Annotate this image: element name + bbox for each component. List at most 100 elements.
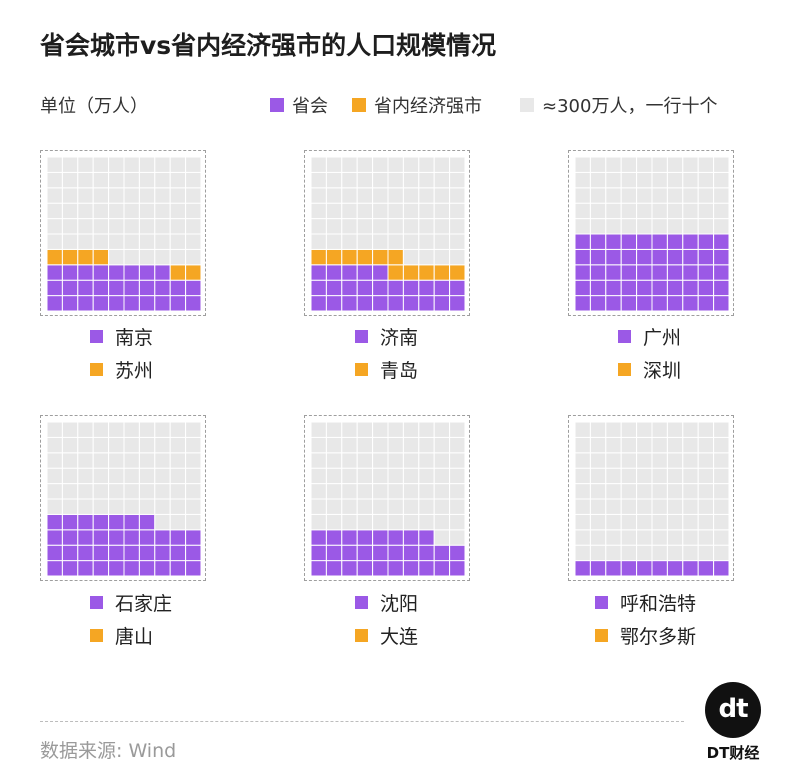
waffle-cell-empty (449, 157, 465, 173)
waffle-cell-capital (341, 560, 358, 576)
waffle-cell-empty (402, 187, 420, 204)
waffle-cell-empty (325, 202, 343, 220)
waffle-cell-capital (356, 529, 374, 546)
waffle-cell-empty (651, 452, 668, 469)
waffle-cell-empty (169, 467, 187, 485)
waffle-cell-empty (185, 248, 201, 266)
waffle-cell-empty (666, 513, 684, 531)
waffle-cell-empty (387, 218, 404, 235)
waffle-cell-empty (418, 248, 435, 266)
legend-swatch-empty (520, 98, 534, 112)
waffle-cell-empty (605, 544, 622, 562)
waffle-cell-empty (92, 422, 110, 438)
waffle-cell-capital (387, 529, 404, 546)
waffle-cell-empty (372, 187, 389, 204)
city-swatch-capital (90, 596, 103, 609)
waffle-cell-strong (356, 248, 374, 266)
waffle-cell-empty (636, 171, 653, 189)
waffle-cell-empty (620, 513, 638, 531)
waffle-cell-capital (123, 544, 140, 562)
city-name: 鄂尔多斯 (620, 626, 697, 648)
waffle-cell-empty (402, 513, 420, 531)
waffle-cell-empty (651, 202, 668, 220)
waffle-cell-empty (682, 218, 699, 235)
waffle-cell-empty (169, 218, 187, 235)
waffle-cell-empty (61, 202, 79, 220)
waffle-cell-empty (372, 422, 389, 438)
waffle-cell-empty (697, 452, 715, 469)
waffle-cell-capital (138, 529, 156, 546)
waffle-cell-empty (169, 452, 187, 469)
waffle-cell-empty (666, 483, 684, 500)
waffle-cell-empty (449, 467, 465, 485)
waffle-cell-capital (402, 529, 420, 546)
waffle-cell-empty (449, 422, 465, 438)
city-label-strong-2: 青岛 (355, 356, 418, 383)
waffle-cell-empty (666, 157, 684, 173)
waffle-cell-empty (123, 467, 140, 485)
waffle-cell-empty (138, 248, 156, 266)
waffle-cell-capital (651, 248, 668, 266)
waffle-cell-capital (108, 560, 125, 576)
waffle-cell-capital (387, 279, 404, 297)
waffle-cell-empty (47, 436, 63, 454)
waffle-cell-empty (666, 467, 684, 485)
waffle-cell-empty (402, 218, 420, 235)
waffle-cell-empty (697, 513, 715, 531)
waffle-cell-empty (356, 218, 374, 235)
waffle-cell-capital (589, 295, 607, 311)
waffle-cell-empty (311, 218, 327, 235)
waffle-cell-empty (605, 187, 622, 204)
waffle-cell-empty (682, 513, 699, 531)
waffle-cell-empty (449, 218, 465, 235)
waffle-cell-empty (47, 452, 63, 469)
city-swatch-capital (355, 596, 368, 609)
waffle-cell-empty (449, 436, 465, 454)
waffle-cell-empty (449, 248, 465, 266)
waffle-cell-empty (449, 187, 465, 204)
waffle-cell-strong (311, 248, 327, 266)
waffle-cell-empty (620, 436, 638, 454)
waffle-cell-capital (589, 560, 607, 576)
waffle-cell-empty (92, 157, 110, 173)
waffle-cell-empty (636, 529, 653, 546)
waffle-cell-capital (402, 544, 420, 562)
waffle-cell-empty (589, 544, 607, 562)
waffle-cell-empty (589, 483, 607, 500)
waffle-cell-empty (575, 467, 591, 485)
waffle-cell-capital (47, 295, 63, 311)
waffle-cell-empty (77, 233, 94, 250)
waffle-cell-empty (449, 483, 465, 500)
waffle-cell-empty (356, 171, 374, 189)
waffle-cell-capital (605, 264, 622, 281)
waffle-cell-empty (185, 218, 201, 235)
waffle-cell-empty (372, 171, 389, 189)
waffle-cell-capital (682, 279, 699, 297)
waffle-cell-empty (154, 422, 171, 438)
waffle-cell-empty (620, 202, 638, 220)
waffle-cell-empty (666, 187, 684, 204)
waffle-cell-empty (575, 422, 591, 438)
waffle-cell-strong (47, 248, 63, 266)
waffle-cell-empty (433, 171, 451, 189)
waffle-cell-empty (589, 187, 607, 204)
waffle-cell-empty (61, 498, 79, 515)
waffle-cell-empty (651, 187, 668, 204)
waffle-cell-capital (138, 264, 156, 281)
waffle-cell-capital (636, 264, 653, 281)
waffle-cell-empty (77, 483, 94, 500)
waffle-cell-capital (713, 279, 729, 297)
waffle-cell-empty (713, 483, 729, 500)
waffle-cell-capital (636, 279, 653, 297)
waffle-cell-capital (636, 295, 653, 311)
waffle-cell-empty (372, 467, 389, 485)
waffle-cell-empty (636, 513, 653, 531)
waffle-panel-2 (304, 150, 470, 316)
waffle-cell-empty (713, 218, 729, 235)
waffle-cell-capital (108, 513, 125, 531)
waffle-cell-empty (154, 218, 171, 235)
waffle-panel-6 (568, 415, 734, 581)
waffle-cell-empty (311, 513, 327, 531)
waffle-cell-empty (325, 422, 343, 438)
city-name: 石家庄 (115, 593, 173, 615)
